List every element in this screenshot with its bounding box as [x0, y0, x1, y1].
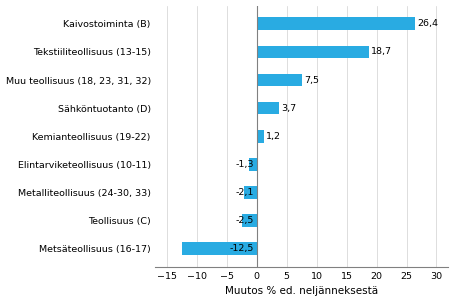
Bar — [242, 214, 257, 227]
Text: -2,1: -2,1 — [236, 188, 254, 197]
Bar — [182, 243, 257, 255]
Bar — [257, 130, 264, 143]
Text: -2,5: -2,5 — [236, 216, 254, 225]
Text: 1,2: 1,2 — [266, 132, 281, 141]
Text: 18,7: 18,7 — [371, 47, 392, 56]
Text: -1,3: -1,3 — [236, 160, 254, 169]
Bar — [244, 186, 257, 199]
Text: 7,5: 7,5 — [304, 76, 319, 85]
Bar — [257, 102, 279, 114]
Text: 26,4: 26,4 — [417, 19, 438, 28]
Text: -12,5: -12,5 — [230, 244, 254, 253]
Bar — [257, 46, 369, 58]
Bar — [257, 74, 302, 86]
Bar — [257, 18, 415, 30]
Text: 3,7: 3,7 — [281, 104, 296, 113]
Bar — [249, 158, 257, 171]
X-axis label: Muutos % ed. neljänneksestä: Muutos % ed. neljänneksestä — [225, 286, 378, 297]
